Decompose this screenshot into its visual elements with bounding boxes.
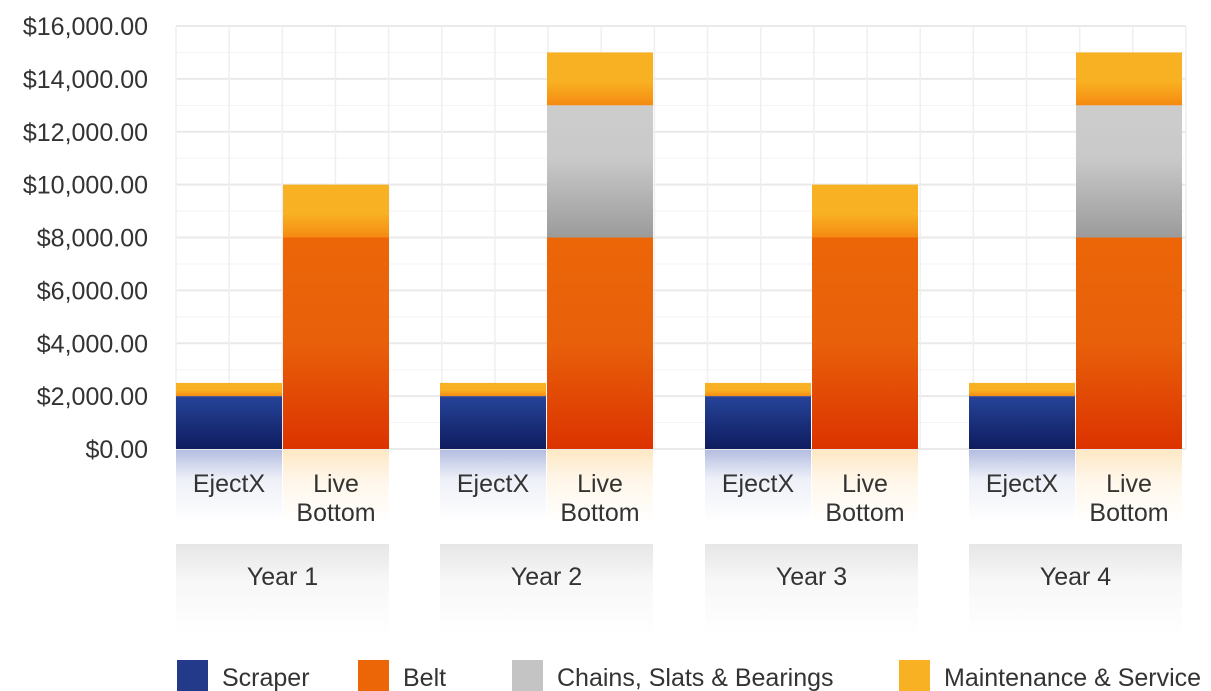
bar-segment-maintenance-service bbox=[812, 184, 918, 238]
bar-segment-maintenance-service bbox=[547, 52, 653, 106]
group-band bbox=[705, 544, 918, 636]
category-label-line: Bottom bbox=[296, 499, 375, 527]
bar-segment-scraper bbox=[969, 396, 1075, 449]
legend-label: Chains, Slats & Bearings bbox=[557, 664, 834, 691]
y-tick-label: $4,000.00 bbox=[37, 330, 148, 358]
category-label-line: Live bbox=[842, 470, 888, 498]
legend-label: Scraper bbox=[222, 664, 310, 691]
y-tick-label: $14,000.00 bbox=[23, 66, 148, 94]
bars bbox=[176, 52, 1182, 449]
legend: Scraper Belt Chains, Slats & Bearings Maint… bbox=[177, 660, 1201, 691]
category-band bbox=[283, 450, 389, 522]
category-label: Live Bottom bbox=[560, 470, 639, 527]
category-label: Live Bottom bbox=[296, 470, 375, 527]
legend-label: Belt bbox=[403, 664, 446, 691]
category-band bbox=[1076, 450, 1182, 522]
category-bands bbox=[176, 450, 1182, 636]
bar-segment-chains-slats-bearings bbox=[1076, 105, 1182, 238]
category-band bbox=[812, 450, 918, 522]
bar-segment-belt bbox=[1076, 237, 1182, 449]
category-label-line: Live bbox=[313, 470, 359, 498]
category-band bbox=[176, 450, 282, 522]
y-tick-label: $12,000.00 bbox=[23, 119, 148, 147]
bar-segment-maintenance-service bbox=[969, 382, 1075, 397]
y-tick-label: $8,000.00 bbox=[37, 225, 148, 253]
category-label-line: Bottom bbox=[825, 499, 904, 527]
category-label-line: EjectX bbox=[193, 470, 266, 498]
category-label: Live Bottom bbox=[1089, 470, 1168, 527]
group-band bbox=[969, 544, 1182, 636]
legend-swatch bbox=[177, 660, 208, 691]
y-tick-label: $6,000.00 bbox=[37, 277, 148, 305]
bar-segment-maintenance-service bbox=[283, 184, 389, 238]
group-band bbox=[176, 544, 389, 636]
bar-segment-belt bbox=[283, 237, 389, 449]
legend-label: Maintenance & Service bbox=[944, 664, 1201, 691]
legend-swatch bbox=[899, 660, 930, 691]
category-band bbox=[547, 450, 653, 522]
group-label: Year 2 bbox=[511, 563, 582, 591]
y-tick-label: $2,000.00 bbox=[37, 383, 148, 411]
category-label: Live Bottom bbox=[825, 470, 904, 527]
category-label-line: Bottom bbox=[1089, 499, 1168, 527]
y-axis-labels: $0.00 $2,000.00 $4,000.00 $6,000.00 $8,000.0… bbox=[23, 13, 148, 464]
legend-swatch bbox=[358, 660, 389, 691]
y-tick-label: $10,000.00 bbox=[23, 172, 148, 200]
group-label: Year 4 bbox=[1040, 563, 1111, 591]
category-label: EjectX bbox=[722, 470, 795, 498]
bar-segment-maintenance-service bbox=[1076, 52, 1182, 106]
category-label: EjectX bbox=[457, 470, 530, 498]
y-tick-label: $16,000.00 bbox=[23, 13, 148, 41]
category-band bbox=[440, 450, 546, 522]
category-band bbox=[705, 450, 811, 522]
bar-segment-belt bbox=[547, 237, 653, 449]
bar-segment-maintenance-service bbox=[705, 382, 811, 397]
group-label: Year 1 bbox=[247, 563, 318, 591]
legend-swatch bbox=[512, 660, 543, 691]
category-label-line: EjectX bbox=[986, 470, 1059, 498]
bar-segment-scraper bbox=[705, 396, 811, 449]
bar-segment-maintenance-service bbox=[176, 382, 282, 397]
bar-segment-chains-slats-bearings bbox=[547, 105, 653, 238]
category-label-line: EjectX bbox=[722, 470, 795, 498]
bar-segment-scraper bbox=[176, 396, 282, 449]
category-label: EjectX bbox=[193, 470, 266, 498]
bar-segment-maintenance-service bbox=[440, 382, 546, 397]
bar-segment-belt bbox=[812, 237, 918, 449]
category-label-line: Bottom bbox=[560, 499, 639, 527]
category-label: EjectX bbox=[986, 470, 1059, 498]
category-label-line: Live bbox=[577, 470, 623, 498]
category-label-line: Live bbox=[1106, 470, 1152, 498]
y-tick-label: $0.00 bbox=[85, 436, 148, 464]
category-band bbox=[969, 450, 1075, 522]
group-band bbox=[440, 544, 653, 636]
category-label-line: EjectX bbox=[457, 470, 530, 498]
bar-segment-scraper bbox=[440, 396, 546, 449]
group-label: Year 3 bbox=[776, 563, 847, 591]
